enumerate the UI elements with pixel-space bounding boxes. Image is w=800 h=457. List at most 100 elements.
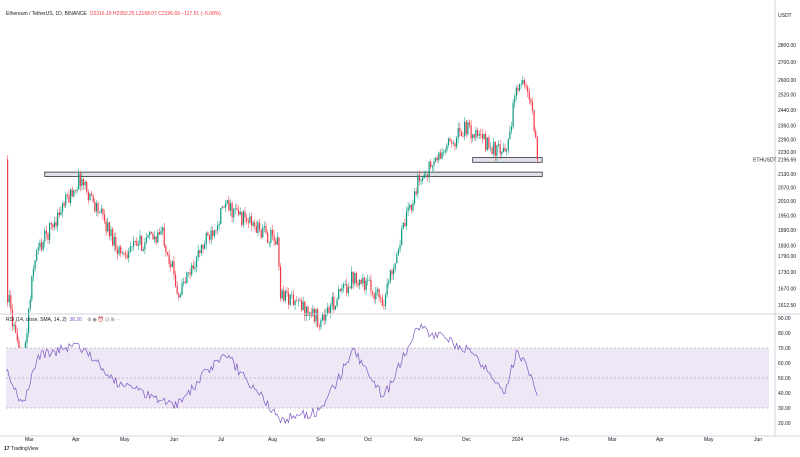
candle[interactable] — [16, 327, 18, 344]
candle[interactable] — [485, 130, 487, 152]
candle[interactable] — [92, 194, 94, 204]
candle[interactable] — [476, 127, 479, 139]
candle[interactable] — [355, 271, 358, 287]
candle[interactable] — [514, 93, 516, 108]
candle[interactable] — [434, 157, 437, 163]
candle[interactable] — [325, 308, 327, 325]
candle[interactable] — [50, 221, 52, 230]
candle[interactable] — [347, 282, 349, 297]
candle[interactable] — [40, 237, 43, 253]
candle[interactable] — [389, 269, 391, 284]
candle[interactable] — [226, 199, 228, 205]
candle[interactable] — [153, 230, 156, 244]
candle[interactable] — [493, 137, 495, 159]
candle[interactable] — [444, 148, 446, 155]
candle[interactable] — [258, 218, 261, 233]
candle[interactable] — [512, 99, 514, 129]
candle[interactable] — [158, 227, 161, 236]
candle[interactable] — [39, 239, 41, 252]
candle[interactable] — [202, 244, 204, 255]
candle[interactable] — [168, 249, 170, 268]
candle[interactable] — [523, 77, 526, 89]
candle[interactable] — [397, 247, 400, 257]
candle[interactable] — [488, 135, 490, 151]
candle[interactable] — [239, 207, 241, 215]
candle[interactable] — [107, 217, 109, 233]
candle[interactable] — [372, 291, 374, 298]
candle[interactable] — [334, 305, 337, 311]
candle[interactable] — [428, 161, 430, 183]
candle[interactable] — [74, 189, 77, 194]
candle[interactable] — [286, 287, 288, 297]
candle[interactable] — [123, 251, 125, 257]
candle[interactable] — [370, 274, 372, 297]
candle[interactable] — [134, 240, 136, 246]
candle[interactable] — [160, 226, 162, 236]
candle[interactable] — [510, 121, 513, 135]
candle[interactable] — [236, 203, 238, 211]
candle[interactable] — [536, 135, 538, 164]
candle[interactable] — [302, 296, 304, 311]
candle[interactable] — [489, 142, 492, 152]
candle[interactable] — [113, 232, 115, 251]
candle[interactable] — [291, 290, 293, 299]
candle[interactable] — [351, 266, 353, 291]
candle[interactable] — [61, 201, 64, 218]
candle[interactable] — [276, 232, 278, 245]
candle[interactable] — [136, 237, 138, 247]
candle[interactable] — [102, 207, 104, 220]
candle[interactable] — [507, 138, 509, 154]
candle[interactable] — [108, 221, 110, 240]
candle[interactable] — [405, 206, 408, 230]
candle[interactable] — [176, 281, 178, 295]
candle[interactable] — [229, 199, 232, 216]
candle[interactable] — [197, 244, 199, 262]
candle[interactable] — [402, 221, 404, 230]
candle[interactable] — [497, 140, 500, 148]
candle[interactable] — [95, 200, 98, 217]
candle[interactable] — [163, 222, 165, 248]
candle[interactable] — [70, 187, 72, 207]
candle[interactable] — [394, 263, 396, 273]
candle[interactable] — [194, 261, 196, 273]
candle[interactable] — [225, 200, 227, 213]
candle[interactable] — [184, 277, 186, 284]
candle[interactable] — [391, 268, 393, 281]
candle[interactable] — [244, 206, 246, 224]
candle[interactable] — [220, 207, 222, 225]
candle[interactable] — [268, 241, 270, 248]
lock-icon[interactable]: ⊡ — [105, 317, 111, 323]
candle[interactable] — [273, 229, 275, 246]
candle[interactable] — [464, 117, 466, 141]
candle[interactable] — [53, 216, 56, 231]
candle[interactable] — [29, 295, 31, 312]
more-icon[interactable]: ⋯ — [115, 317, 122, 323]
candle[interactable] — [171, 260, 173, 268]
candle[interactable] — [207, 231, 209, 236]
candle[interactable] — [31, 275, 33, 303]
candle[interactable] — [128, 247, 130, 263]
rsi-line[interactable] — [5, 323, 538, 424]
candle[interactable] — [451, 139, 453, 148]
candle[interactable] — [323, 309, 325, 326]
candle[interactable] — [60, 206, 62, 216]
candle[interactable] — [430, 158, 432, 170]
candle[interactable] — [341, 283, 343, 294]
candle[interactable] — [499, 139, 501, 159]
candle[interactable] — [100, 204, 102, 215]
candle[interactable] — [71, 186, 73, 197]
candle[interactable] — [422, 175, 424, 184]
candle[interactable] — [87, 189, 89, 204]
candle[interactable] — [504, 144, 506, 152]
candle[interactable] — [417, 173, 419, 199]
candle[interactable] — [145, 232, 148, 244]
candle[interactable] — [480, 128, 482, 139]
candle[interactable] — [304, 300, 306, 321]
candle[interactable] — [365, 277, 367, 295]
candle[interactable] — [506, 147, 508, 156]
candle[interactable] — [81, 173, 83, 190]
candle[interactable] — [216, 221, 219, 235]
candle[interactable] — [486, 136, 488, 152]
candle[interactable] — [166, 251, 169, 257]
